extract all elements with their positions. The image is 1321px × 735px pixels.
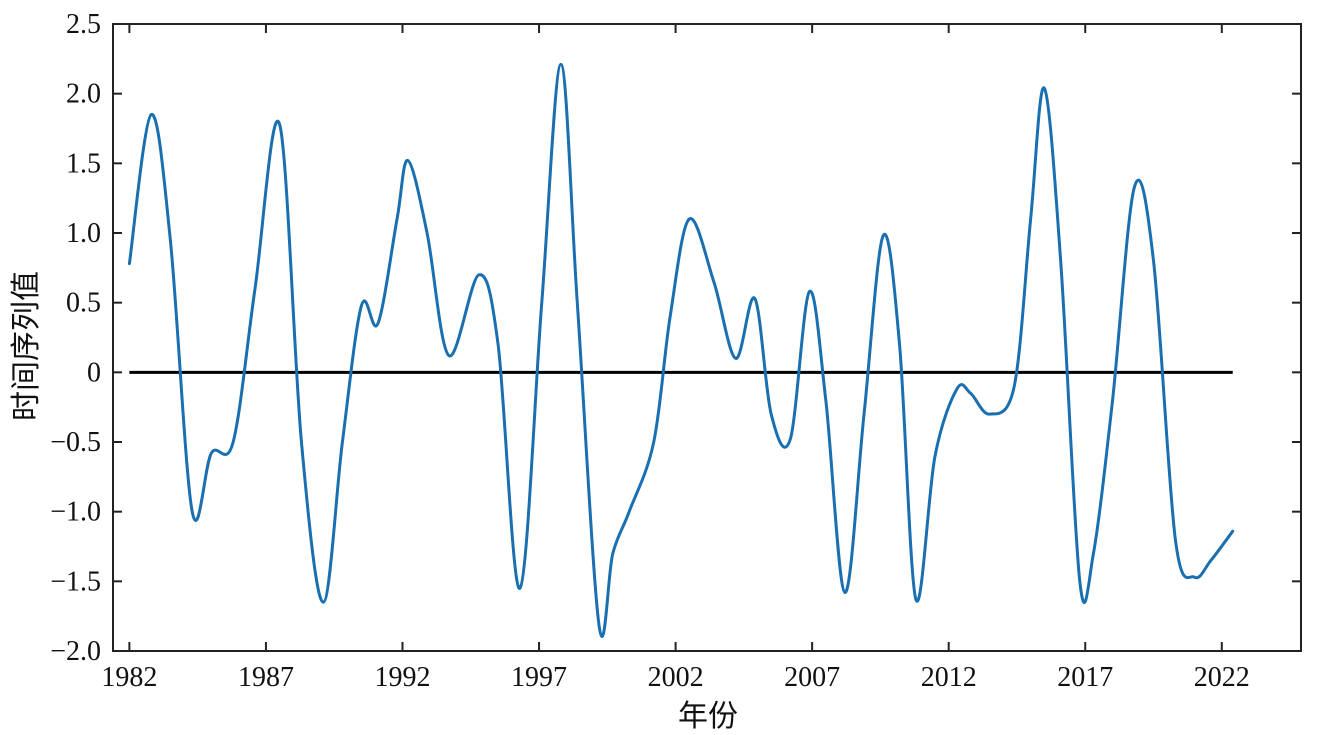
x-tick-label: 1982 [101, 662, 157, 693]
y-tick-label: −0.5 [50, 427, 101, 458]
x-tick-label: 2022 [1194, 662, 1250, 693]
x-tick-label: 1992 [374, 662, 430, 693]
y-tick-label: 0.5 [66, 288, 101, 319]
plot-frame [112, 23, 1302, 652]
x-tick-label: 2017 [1057, 662, 1113, 693]
x-axis-label: 年份 [678, 699, 738, 734]
y-tick-label: 1.5 [66, 148, 101, 179]
series-line [127, 62, 1235, 638]
y-tick-label: 2.0 [66, 79, 101, 110]
y-tick-label: −2.0 [50, 636, 101, 667]
y-tick-label: −1.0 [50, 497, 101, 528]
y-tick-label: 2.5 [66, 9, 101, 40]
x-tick-label: 2007 [784, 662, 840, 693]
y-tick-label: −1.5 [50, 566, 101, 597]
x-tick-label: 2012 [921, 662, 977, 693]
x-tick-label: 2002 [648, 662, 704, 693]
x-tick-label: 1987 [238, 662, 294, 693]
x-tick-label: 1997 [511, 662, 567, 693]
y-tick-label: 1.0 [66, 218, 101, 249]
labels-layer: 年份 时间序列值 [9, 271, 738, 734]
y-axis-label: 时间序列值 [9, 271, 44, 421]
y-tick-label: 0 [87, 357, 101, 388]
series-layer [127, 62, 1235, 638]
plot-border [112, 23, 1302, 652]
